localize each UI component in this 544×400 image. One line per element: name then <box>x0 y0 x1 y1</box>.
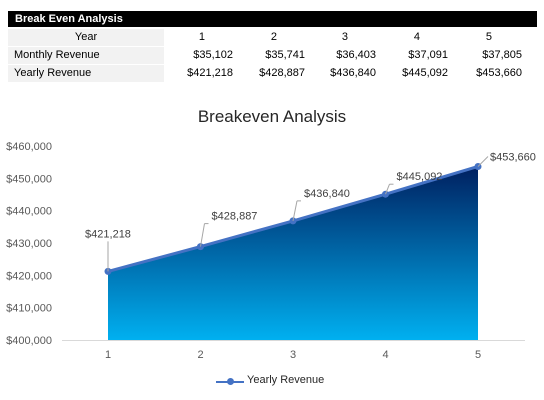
year-cell: 4 <box>413 31 420 43</box>
x-tick-label: 3 <box>290 349 296 361</box>
y-tick-label: $460,000 <box>6 141 52 153</box>
monthly-revenue-row: Monthly Revenue $35,102 $35,741 $36,403 … <box>8 47 537 64</box>
yearly-revenue-cell: $453,660 <box>476 67 522 79</box>
y-tick-label: $420,000 <box>6 270 52 282</box>
monthly-revenue-label: Monthly Revenue <box>8 47 164 64</box>
yearly-revenue-cell: $436,840 <box>330 67 376 79</box>
x-tick-label: 2 <box>197 349 203 361</box>
table-header: Break Even Analysis <box>8 11 537 27</box>
yearly-revenue-row: Yearly Revenue $421,218 $428,887 $436,84… <box>8 65 537 82</box>
data-label: $428,887 <box>212 211 258 223</box>
year-row: Year 1 2 3 4 5 <box>8 29 537 46</box>
monthly-revenue-cell: $35,741 <box>265 49 305 61</box>
y-tick-label: $430,000 <box>6 238 52 250</box>
data-label: $453,660 <box>490 151 536 163</box>
data-label: $445,092 <box>397 171 443 183</box>
chart-title: Breakeven Analysis <box>197 107 347 126</box>
y-tick-label: $400,000 <box>6 335 52 347</box>
year-cell: 3 <box>341 31 348 43</box>
yearly-revenue-cell: $445,092 <box>402 67 448 79</box>
year-cell: 5 <box>485 31 492 43</box>
year-label: Year <box>8 29 164 46</box>
monthly-revenue-cell: $36,403 <box>336 49 376 61</box>
x-tick-label: 1 <box>105 349 111 361</box>
x-tick-label: 5 <box>475 349 481 361</box>
y-tick-label: $450,000 <box>6 173 52 185</box>
yearly-revenue-cell: $421,218 <box>187 67 233 79</box>
data-label: $421,218 <box>85 228 131 240</box>
legend-label: Yearly Revenue <box>247 374 325 386</box>
monthly-revenue-cell: $37,805 <box>482 49 522 61</box>
data-label-leader <box>385 184 390 195</box>
data-label-leader <box>200 223 205 247</box>
data-label-leader <box>292 200 298 221</box>
x-tick-label: 4 <box>382 349 388 361</box>
yearly-revenue-label: Yearly Revenue <box>8 65 164 82</box>
year-cell: 2 <box>270 31 277 43</box>
y-tick-label: $440,000 <box>6 206 52 218</box>
year-cell: 1 <box>198 31 205 43</box>
legend-marker-swatch <box>227 378 234 385</box>
yearly-revenue-cell: $428,887 <box>259 67 305 79</box>
area-fill <box>108 166 478 340</box>
data-label: $436,840 <box>304 188 350 200</box>
monthly-revenue-cell: $35,102 <box>193 49 233 61</box>
data-label-leader <box>477 156 489 167</box>
y-tick-label: $410,000 <box>6 303 52 315</box>
monthly-revenue-cell: $37,091 <box>408 49 448 61</box>
